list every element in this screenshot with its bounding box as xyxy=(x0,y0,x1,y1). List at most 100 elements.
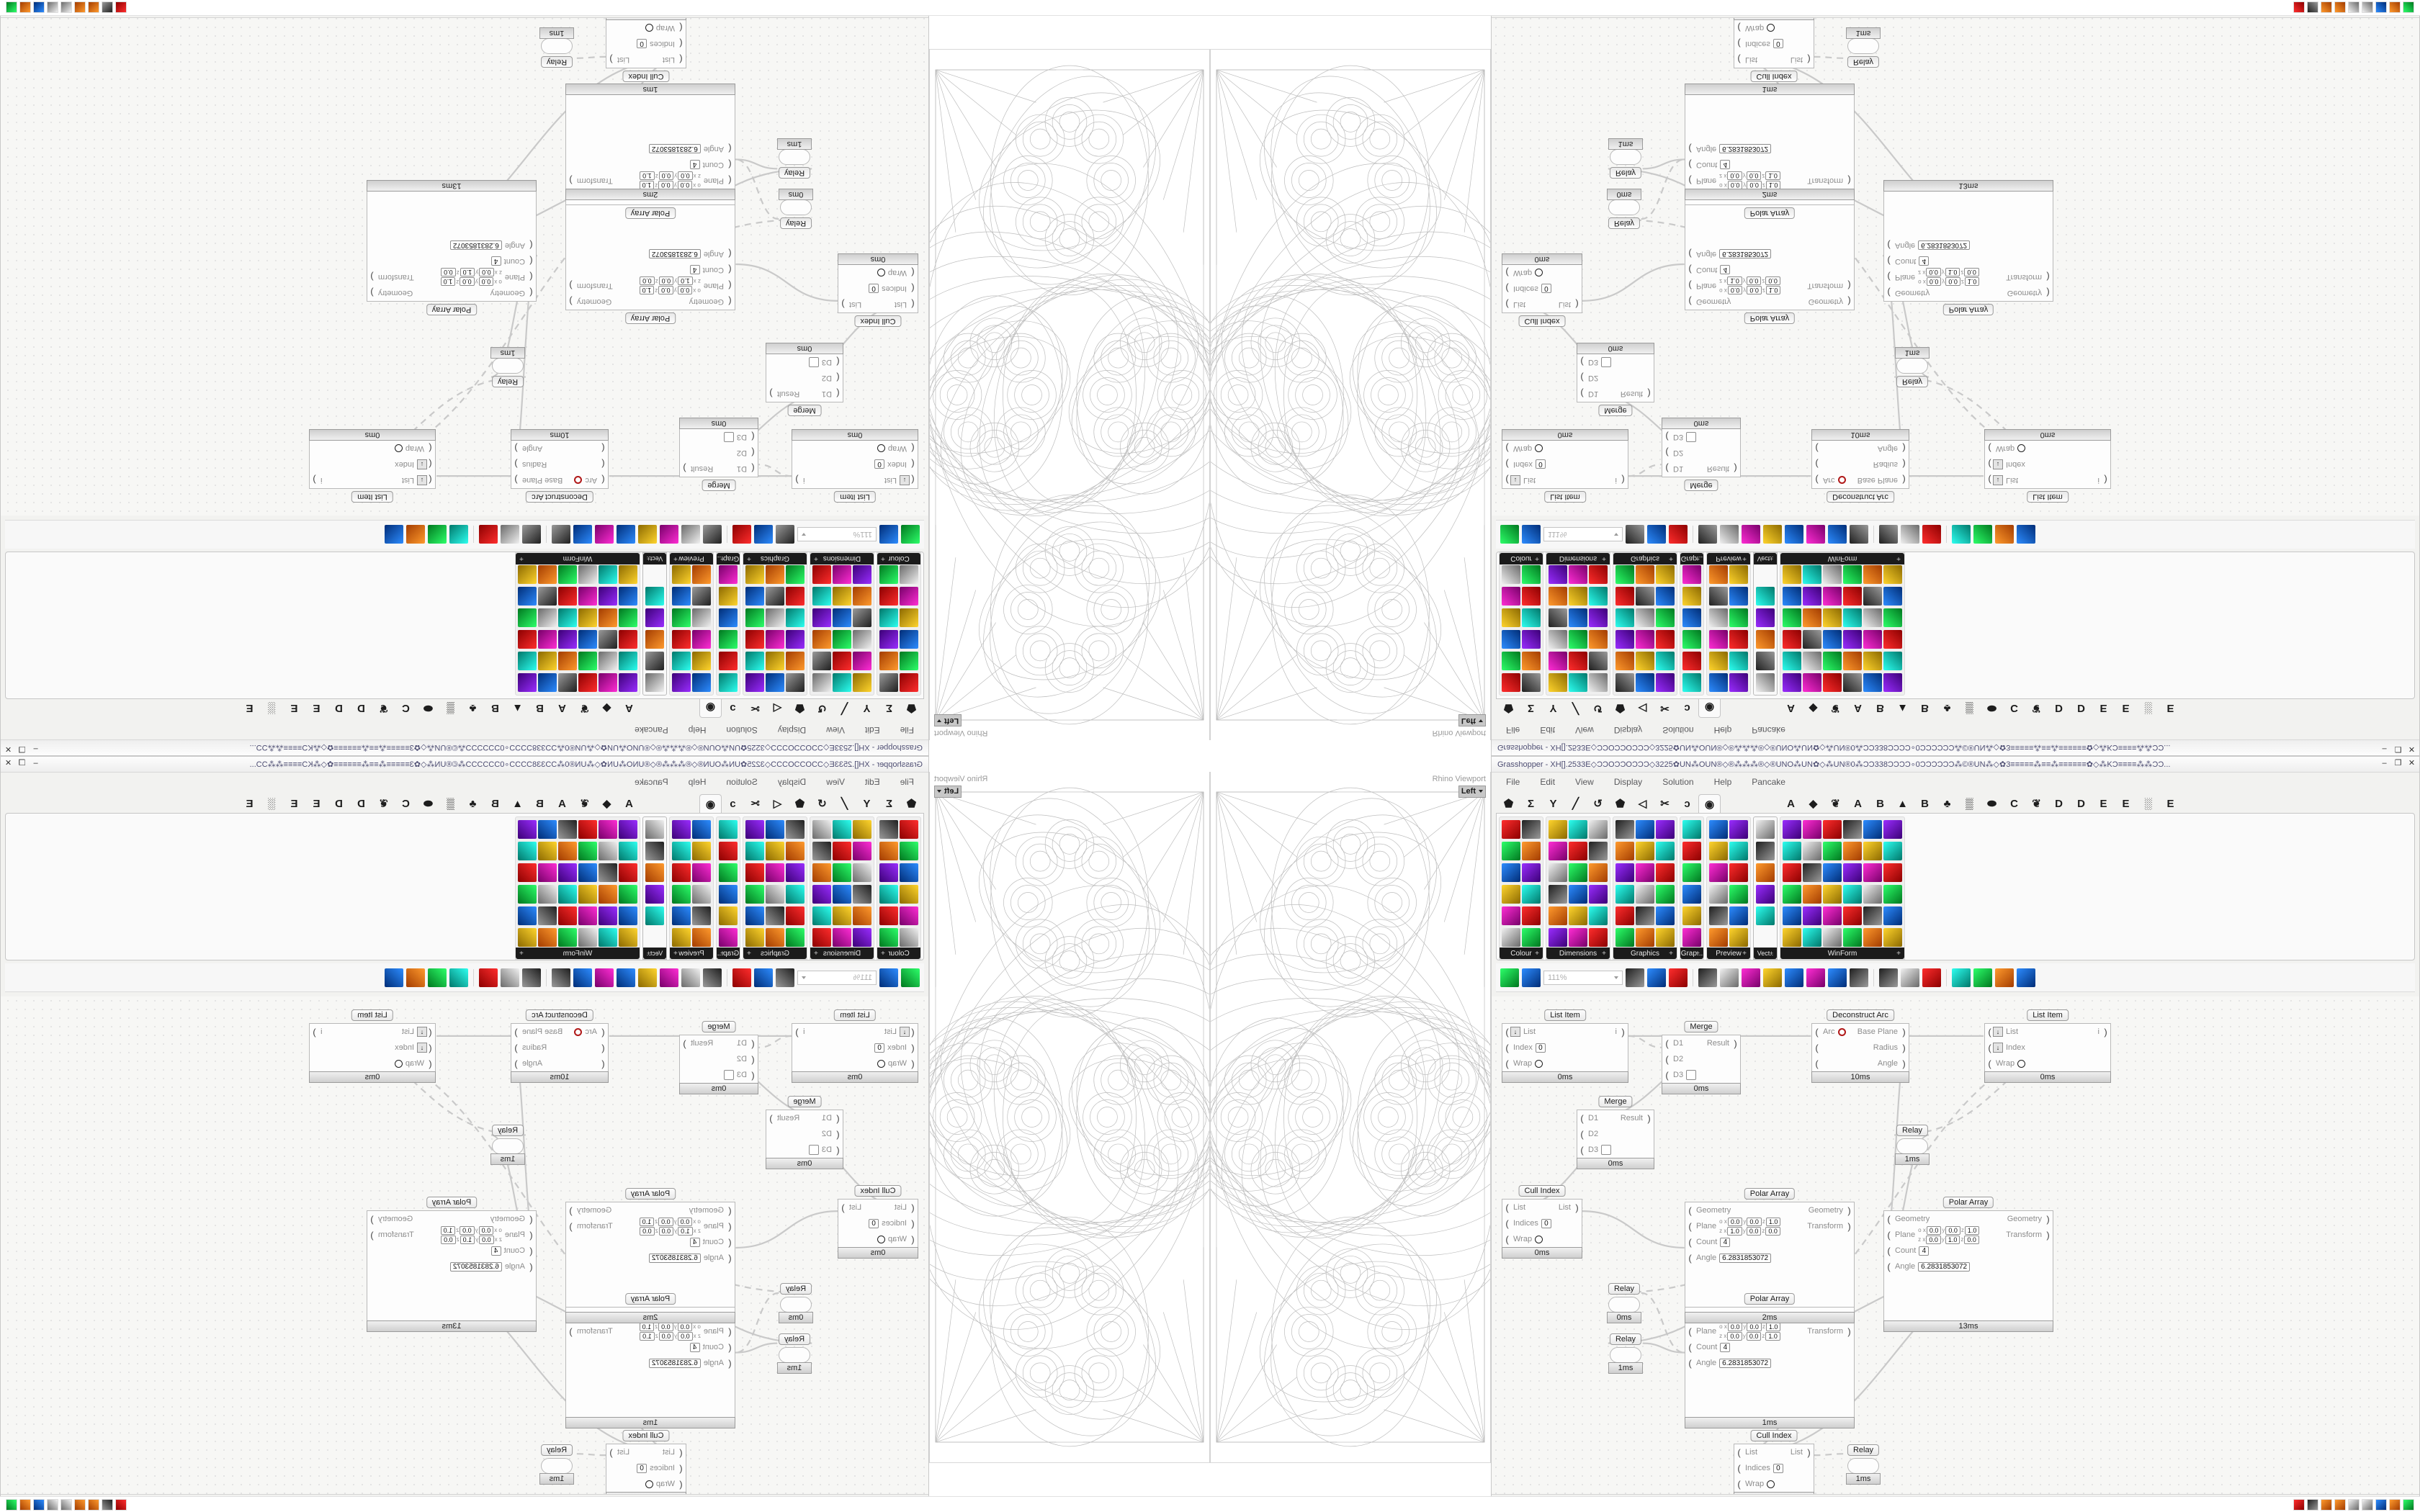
wf-blank-icon[interactable] xyxy=(1843,928,1862,947)
dim-line-icon[interactable] xyxy=(812,608,831,627)
wf-progress-icon[interactable] xyxy=(538,863,557,882)
dim-mesh-icon[interactable] xyxy=(1569,885,1587,904)
diag-icon[interactable] xyxy=(1729,863,1748,882)
input-pin-icon[interactable]: ( xyxy=(728,296,732,307)
output-pin-icon[interactable]: ) xyxy=(569,296,573,307)
notepad-icon[interactable] xyxy=(60,1498,72,1511)
plane-widget[interactable]: o x 0.0 y 0.0 z 1.0 z x 0.0 y 1.0 z 0.0 xyxy=(1918,1225,1980,1244)
tag-icon[interactable] xyxy=(853,608,871,627)
output-pin-icon[interactable]: ) xyxy=(370,271,374,283)
yinyang-icon[interactable] xyxy=(745,906,764,925)
input-pin-icon[interactable]: ( xyxy=(1505,1058,1509,1069)
expand-icon[interactable]: + xyxy=(747,949,751,958)
param-value[interactable]: 4 xyxy=(1919,256,1930,266)
walnut2-icon[interactable] xyxy=(2334,1498,2346,1511)
tab-curve[interactable]: ↺ xyxy=(1593,798,1603,810)
plane-value[interactable]: 0.0 xyxy=(658,276,674,286)
output-pin-icon[interactable]: ) xyxy=(1847,175,1851,186)
menu-item-solution[interactable]: Solution xyxy=(726,725,758,735)
plane-value[interactable]: 0.0 xyxy=(479,1235,494,1244)
pie-icon[interactable] xyxy=(1682,630,1701,649)
wf-tabs-icon[interactable] xyxy=(1843,673,1862,692)
wf-progress-icon[interactable] xyxy=(538,630,557,649)
book-icon[interactable] xyxy=(766,928,784,947)
param-value[interactable]: 0 xyxy=(1535,1043,1546,1053)
tab-extra-4[interactable]: B xyxy=(1876,797,1884,810)
colour-cmyk-icon[interactable] xyxy=(900,885,918,904)
tab-extra-7[interactable]: ♣ xyxy=(1943,797,1951,810)
wf-vslider-icon[interactable] xyxy=(1883,652,1902,670)
node-relay[interactable]: Relay 0ms xyxy=(779,1283,813,1323)
capsule-icon[interactable] xyxy=(1615,906,1634,925)
plane-value[interactable]: 0.0 xyxy=(1964,268,1979,277)
book2-icon[interactable] xyxy=(1656,863,1675,882)
node-caption[interactable]: Cull Index xyxy=(1750,71,1798,82)
ribbon-group-caption[interactable]: Colour + xyxy=(1500,948,1543,959)
chart-bars-icon[interactable] xyxy=(1682,820,1701,839)
node-relay[interactable]: Relay 1ms xyxy=(1846,1444,1881,1485)
output-pin-icon[interactable]: ) xyxy=(609,54,613,66)
wf-listbox-icon[interactable] xyxy=(1783,842,1801,860)
ribbon-group-caption[interactable]: Vect.. + xyxy=(643,553,666,564)
wf-tabs-icon[interactable] xyxy=(558,673,577,692)
input-pin-icon[interactable]: ( xyxy=(429,1058,432,1069)
relay-body[interactable] xyxy=(1608,199,1640,215)
input-pin-icon[interactable]: ( xyxy=(751,1053,755,1065)
dim-blank-icon[interactable] xyxy=(1589,928,1608,947)
dotted-circle-icon[interactable] xyxy=(786,608,805,627)
plane-value[interactable]: 0.0 xyxy=(441,268,456,277)
node-caption[interactable]: Polar Array xyxy=(1744,312,1796,324)
dim-warn-icon[interactable] xyxy=(1589,587,1608,606)
maximize-button[interactable]: ❐ xyxy=(18,759,26,768)
wf-image-icon[interactable] xyxy=(1803,928,1821,947)
stack-icon[interactable] xyxy=(1682,906,1701,925)
tab-extra-3[interactable]: A xyxy=(1854,797,1862,810)
param-value[interactable]: 6.2831853072 xyxy=(1719,144,1772,154)
output-pin-icon[interactable]: ) xyxy=(1847,1326,1851,1337)
ellipse-icon[interactable] xyxy=(745,820,764,839)
expand-icon[interactable]: + xyxy=(673,949,678,958)
plane-value[interactable]: 0.0 xyxy=(677,1217,693,1226)
dim-ordinate-icon[interactable] xyxy=(833,630,851,649)
empty-value-box[interactable] xyxy=(1686,1070,1697,1080)
menu-item-edit[interactable]: Edit xyxy=(1540,725,1556,735)
at-icon[interactable] xyxy=(1720,968,1739,987)
output-pin-icon[interactable]: ) xyxy=(2104,474,2107,486)
dotted-circle-icon[interactable] xyxy=(1615,885,1634,904)
tab-extra-7[interactable]: ♣ xyxy=(1943,702,1951,715)
input-pin-icon[interactable]: ( xyxy=(1887,1229,1891,1241)
node-caption[interactable]: Polar Array xyxy=(624,207,676,219)
tab-extra-17[interactable]: E xyxy=(246,702,254,715)
tab-extra-8[interactable]: ▒ xyxy=(1966,702,1973,715)
input-pin-icon[interactable]: ( xyxy=(836,372,840,384)
tag-remove-icon[interactable] xyxy=(853,673,871,692)
output-pin-icon[interactable]: ) xyxy=(769,1112,773,1124)
tab-extra-2[interactable]: ❦ xyxy=(1831,798,1840,810)
expand-icon[interactable]: + xyxy=(1669,554,1673,563)
relay-body[interactable] xyxy=(1896,358,1928,374)
input-pin-icon[interactable]: ( xyxy=(1688,1252,1692,1264)
preview-tree-icon[interactable] xyxy=(692,608,711,627)
tab-transform[interactable]: ɔ xyxy=(1684,702,1690,715)
document-icon[interactable] xyxy=(1763,968,1782,987)
diag-icon[interactable] xyxy=(1729,630,1748,649)
output-pin-icon[interactable]: ) xyxy=(1902,1058,1906,1069)
input-pin-icon[interactable]: ( xyxy=(1815,474,1819,486)
scribble-icon[interactable] xyxy=(1850,968,1868,987)
plane-value[interactable]: 1.0 xyxy=(640,1331,655,1341)
dim-curve-icon[interactable] xyxy=(812,673,831,692)
slj-icon[interactable] xyxy=(672,906,691,925)
node-caption[interactable]: Relay xyxy=(491,1125,524,1136)
colour-ramp-icon[interactable] xyxy=(1522,587,1541,606)
input-pin-icon[interactable]: ( xyxy=(836,388,840,400)
egg-icon[interactable] xyxy=(1656,608,1675,627)
dim-arrow-icon[interactable] xyxy=(1589,842,1608,860)
vector-arrows-green-icon[interactable] xyxy=(645,885,664,904)
colour-hsl-icon[interactable] xyxy=(900,565,918,584)
tab-sets[interactable]: Y xyxy=(863,797,871,810)
menu-item-display[interactable]: Display xyxy=(777,777,807,787)
ribbon-group-caption[interactable]: WinForm + xyxy=(1780,553,1904,564)
dim-blank-icon[interactable] xyxy=(1589,565,1608,584)
dim-angular-icon[interactable] xyxy=(853,630,871,649)
